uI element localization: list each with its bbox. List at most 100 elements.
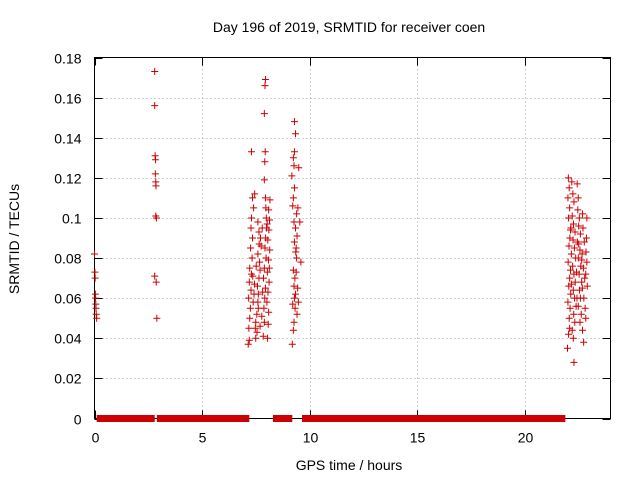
- data-point: [254, 250, 262, 258]
- y-tick-label: 0.12: [54, 171, 81, 187]
- data-point: [565, 330, 573, 338]
- data-point: [576, 246, 584, 254]
- data-point: [246, 264, 254, 272]
- data-point: [565, 314, 573, 322]
- data-point: [91, 268, 99, 276]
- data-point: [152, 156, 160, 164]
- x-tick-label: 20: [518, 430, 534, 446]
- data-point: [564, 298, 572, 306]
- data-point: [255, 240, 263, 248]
- data-point: [254, 218, 262, 226]
- data-point: [575, 222, 583, 230]
- data-point: [564, 194, 572, 202]
- data-point: [566, 204, 574, 212]
- data-point: [569, 262, 577, 270]
- data-point: [266, 216, 274, 224]
- data-point: [290, 282, 298, 290]
- data-point: [263, 268, 271, 276]
- data-point: [259, 274, 267, 282]
- data-point: [582, 234, 590, 242]
- data-point: [292, 290, 300, 298]
- data-point: [566, 304, 574, 312]
- data-point: [254, 304, 262, 312]
- data-point: [259, 332, 267, 340]
- y-axis-label: SRMTID / TECUs: [6, 184, 22, 294]
- data-point: [292, 244, 300, 252]
- data-point: [292, 224, 300, 232]
- data-point: [570, 220, 578, 228]
- data-point: [261, 158, 269, 166]
- data-point: [567, 290, 575, 298]
- data-point: [564, 344, 571, 352]
- data-point: [578, 250, 586, 258]
- data-point: [290, 294, 298, 302]
- data-markers: [91, 68, 591, 422]
- data-point: [246, 314, 254, 322]
- data-point: [264, 334, 272, 342]
- data-point: [573, 180, 581, 188]
- data-point: [288, 172, 296, 180]
- y-tick-label: 0.14: [54, 131, 81, 147]
- data-point: [249, 234, 257, 242]
- data-point: [151, 68, 159, 76]
- data-point: [250, 280, 258, 288]
- data-point: [261, 76, 269, 84]
- data-point: [294, 284, 302, 292]
- data-point: [288, 340, 296, 348]
- data-point: [290, 184, 298, 192]
- data-point: [297, 258, 305, 266]
- data-point: [567, 250, 575, 258]
- data-point: [253, 328, 261, 336]
- data-point: [575, 214, 583, 222]
- data-point: [263, 298, 271, 306]
- data-point: [152, 214, 160, 222]
- data-point: [245, 324, 253, 332]
- data-point: [291, 304, 299, 312]
- data-point: [290, 318, 298, 326]
- data-point: [566, 274, 574, 282]
- data-point: [583, 214, 591, 222]
- data-point: [247, 148, 255, 156]
- data-point: [565, 214, 573, 222]
- data-point: [252, 334, 260, 342]
- data-point: [92, 294, 100, 302]
- data-point: [564, 174, 572, 182]
- data-point: [251, 324, 259, 332]
- data-point: [289, 154, 297, 162]
- data-point: [260, 176, 268, 184]
- x-axis-label: GPS time / hours: [296, 457, 403, 473]
- data-point: [260, 110, 268, 118]
- data-point: [291, 274, 299, 282]
- data-point: [256, 322, 264, 330]
- data-point: [261, 194, 269, 202]
- data-point: [290, 148, 298, 156]
- data-point: [246, 304, 254, 312]
- data-point: [153, 314, 161, 322]
- data-point: [290, 238, 298, 246]
- data-point: [293, 310, 301, 318]
- data-point: [152, 182, 160, 190]
- data-point: [567, 280, 575, 288]
- data-point: [570, 310, 578, 318]
- data-point: [266, 246, 274, 254]
- data-point: [250, 290, 258, 298]
- y-tick-label: 0: [74, 412, 82, 428]
- data-point: [264, 236, 272, 244]
- y-tick-label: 0.06: [54, 291, 81, 307]
- data-point: [151, 272, 159, 280]
- data-point: [565, 184, 573, 192]
- data-point: [245, 336, 253, 344]
- data-point: [263, 220, 271, 228]
- data-point: [580, 294, 588, 302]
- data-point: [265, 308, 273, 316]
- y-tick-label: 0.16: [54, 91, 81, 107]
- y-tick-label: 0.08: [54, 251, 81, 267]
- data-point: [576, 318, 584, 326]
- data-point: [583, 282, 591, 290]
- y-tick-label: 0.04: [54, 331, 81, 347]
- data-point: [570, 244, 578, 252]
- data-point: [577, 310, 585, 318]
- data-point: [266, 196, 274, 204]
- data-point: [576, 230, 584, 238]
